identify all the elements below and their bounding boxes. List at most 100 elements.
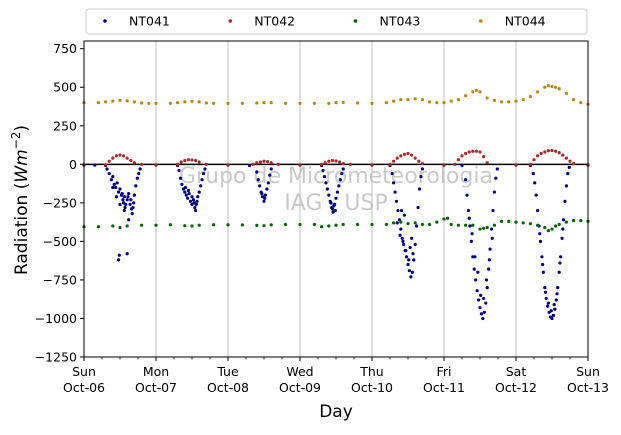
data-point <box>420 97 424 102</box>
data-point <box>298 101 302 106</box>
data-point <box>179 160 183 164</box>
data-point <box>118 153 122 157</box>
data-point <box>262 199 266 203</box>
y-axis: 750 500 250 0 −250 −500 −750 −1000 −1250 <box>35 41 84 365</box>
data-point <box>127 218 131 222</box>
data-point <box>263 196 267 200</box>
data-point <box>484 278 489 282</box>
data-point <box>492 190 496 194</box>
x-tick-label-date: Oct-07 <box>135 380 177 395</box>
data-point <box>322 175 327 179</box>
data-point <box>561 227 565 231</box>
data-point <box>402 213 406 217</box>
legend-label: NT041 <box>129 14 170 29</box>
data-point <box>478 227 482 231</box>
y-tick-label: −250 <box>43 195 77 210</box>
data-point <box>572 218 576 223</box>
legend-item-NT041: NT041 <box>103 14 170 29</box>
data-point <box>449 222 453 227</box>
data-point <box>555 292 559 296</box>
y-tick-label: −1250 <box>35 350 77 365</box>
data-point <box>446 216 450 220</box>
data-point <box>370 163 374 167</box>
data-point <box>132 193 136 197</box>
data-point <box>546 304 550 308</box>
data-point <box>442 163 446 167</box>
data-point <box>413 156 417 160</box>
x-tick-label-date: Oct-10 <box>351 380 393 395</box>
data-point <box>475 289 479 293</box>
data-point <box>392 221 396 225</box>
data-point <box>474 149 478 153</box>
data-point <box>402 152 406 156</box>
data-point <box>557 151 561 155</box>
y-tick-label: 250 <box>53 118 77 133</box>
data-point <box>528 94 533 99</box>
data-point <box>568 159 572 163</box>
watermark-line-1: Grupo de Micrometeorologia <box>179 164 493 189</box>
data-point <box>390 171 394 176</box>
data-point <box>183 158 187 163</box>
data-point <box>183 190 187 194</box>
data-point <box>114 154 118 158</box>
data-point <box>560 236 564 240</box>
data-point <box>411 252 415 256</box>
data-point <box>298 222 302 227</box>
data-point <box>550 316 554 321</box>
data-point <box>104 163 108 167</box>
data-point <box>413 221 417 225</box>
legend-frame <box>85 8 588 35</box>
legend-item-NT043: NT043 <box>353 14 420 29</box>
data-point <box>186 196 190 200</box>
data-point <box>456 97 460 102</box>
data-point <box>341 161 345 166</box>
data-point <box>564 91 569 96</box>
y-tick-label: −1000 <box>35 311 77 326</box>
x-tick-label-date: Oct-12 <box>495 380 537 395</box>
data-point <box>204 162 208 166</box>
data-point <box>298 163 302 167</box>
x-tick-label-date: Oct-11 <box>423 380 465 395</box>
data-point <box>550 227 554 231</box>
data-point <box>197 100 201 104</box>
data-point <box>340 171 344 176</box>
data-point <box>538 232 542 236</box>
data-point <box>484 301 488 305</box>
data-point <box>398 233 402 237</box>
data-point <box>531 171 535 176</box>
data-point <box>262 224 266 228</box>
data-point <box>135 176 139 180</box>
data-point <box>265 187 269 191</box>
data-point <box>482 296 486 301</box>
data-point <box>140 101 144 105</box>
data-point <box>125 156 129 160</box>
data-point <box>199 184 203 188</box>
data-point <box>404 249 408 253</box>
data-point <box>124 202 128 206</box>
data-point <box>492 223 496 227</box>
y-tick-label: −750 <box>43 272 77 287</box>
x-tick-label-day: Sun <box>72 364 96 379</box>
x-tick-label-day: Sat <box>506 364 527 379</box>
data-point <box>191 198 196 202</box>
data-point <box>490 236 494 240</box>
data-point <box>397 218 401 222</box>
data-point <box>476 298 481 302</box>
data-point <box>180 182 184 186</box>
data-point <box>186 158 190 162</box>
data-point <box>491 208 495 213</box>
legend: NT041 NT042 NT043 NT044 <box>85 8 588 35</box>
data-point <box>116 258 121 262</box>
data-point <box>341 100 345 104</box>
data-point <box>478 90 482 94</box>
data-point <box>420 167 424 171</box>
data-point <box>125 252 129 256</box>
data-point <box>147 101 151 106</box>
data-point <box>255 223 259 227</box>
data-point <box>549 309 553 313</box>
data-point <box>194 158 198 163</box>
data-point <box>546 149 551 153</box>
data-point <box>226 223 230 227</box>
series-NT044 <box>82 84 590 106</box>
